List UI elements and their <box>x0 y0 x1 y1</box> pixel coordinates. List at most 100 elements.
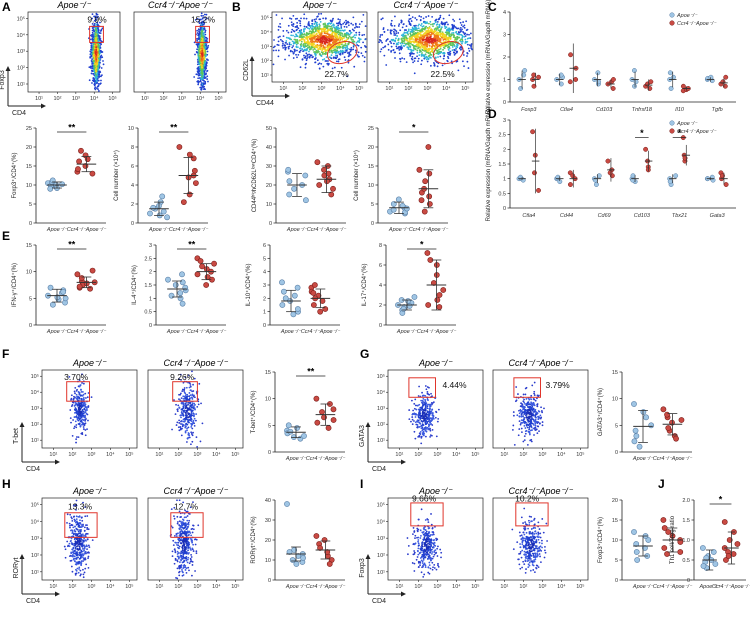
data-point <box>316 182 323 188</box>
event-dot <box>446 55 449 58</box>
event-dot <box>292 52 295 55</box>
event-dot <box>423 44 425 46</box>
event-dot <box>91 17 94 20</box>
event-dot <box>75 416 78 419</box>
event-dot <box>443 35 446 38</box>
event-dot <box>357 51 360 54</box>
data-point <box>192 180 199 186</box>
event-dot <box>202 63 205 66</box>
event-dot <box>335 35 337 38</box>
data-point <box>440 287 447 293</box>
event-dot <box>444 31 447 34</box>
event-dot <box>334 40 337 42</box>
event-dot <box>468 33 470 36</box>
event-dot <box>198 21 201 24</box>
y-tick-label: 10³ <box>17 49 25 55</box>
event-dot <box>95 80 98 82</box>
event-dot <box>358 39 361 42</box>
event-dot <box>395 45 398 48</box>
y-arrowhead <box>249 56 255 61</box>
event-dot <box>197 61 199 63</box>
event-dot <box>298 19 301 22</box>
x-tick-label: Apoe⁻/⁻ <box>148 227 170 233</box>
x-tick-label: 10³ <box>317 86 325 92</box>
event-dot <box>99 61 101 64</box>
event-dot <box>412 52 415 55</box>
data-point <box>176 144 183 150</box>
event-dot <box>296 56 298 59</box>
event-dot <box>202 35 204 38</box>
event-dot <box>316 21 318 24</box>
event-dot <box>439 35 442 38</box>
event-dot <box>206 50 209 53</box>
event-dot <box>92 28 95 31</box>
event-dot <box>77 416 80 419</box>
event-dot <box>323 48 326 51</box>
event-dot <box>204 61 207 64</box>
event-dot <box>321 58 324 61</box>
event-dot <box>73 412 76 414</box>
event-dot <box>339 34 342 37</box>
event-dot <box>315 49 318 52</box>
event-dot <box>435 52 438 55</box>
data-point <box>168 292 175 299</box>
event-dot <box>204 29 207 32</box>
x-tick-label: Tbx21 <box>672 213 687 219</box>
event-dot <box>431 29 433 32</box>
dotplot-B1: 01020304050CD44ʰⁱᵍhCD62LˡᵒʷCD4⁺(%)Apoe⁻/… <box>250 126 347 233</box>
event-dot <box>97 54 99 56</box>
event-dot <box>403 29 406 31</box>
event-dot <box>387 43 390 46</box>
event-dot <box>81 423 84 426</box>
event-dot <box>405 36 407 39</box>
event-dot <box>321 47 324 50</box>
event-dot <box>467 67 470 69</box>
event-dot <box>199 80 202 83</box>
event-dot <box>439 47 442 50</box>
event-dot <box>319 21 322 23</box>
event-dot <box>333 24 335 27</box>
event-dot <box>462 31 465 34</box>
event-dot <box>402 23 405 26</box>
event-dot <box>431 48 433 51</box>
event-dot <box>390 32 392 35</box>
event-dot <box>393 39 396 42</box>
event-dot <box>438 23 441 26</box>
event-dot <box>409 46 412 49</box>
event-dot <box>339 18 341 21</box>
event-dot <box>437 56 439 58</box>
y-tick-label: 2 <box>503 147 506 153</box>
event-dot <box>335 39 338 42</box>
event-dot <box>96 85 99 88</box>
event-dot <box>335 31 338 33</box>
event-dot <box>306 56 309 58</box>
event-dot <box>98 75 101 78</box>
event-dot <box>90 54 93 57</box>
x-tick-label: Gata3 <box>710 213 726 219</box>
event-dot <box>449 50 452 53</box>
event-dot <box>431 23 434 26</box>
data-point <box>59 181 66 188</box>
event-dot <box>411 40 414 43</box>
x-tick-label: 10² <box>404 86 412 92</box>
event-dot <box>457 69 460 72</box>
event-dot <box>421 48 424 51</box>
event-dot <box>91 79 94 82</box>
legend-marker <box>669 128 675 134</box>
event-dot <box>332 46 335 49</box>
event-dot <box>393 32 396 35</box>
x-tick-label: Ccr4⁻/⁻Apoe⁻/⁻ <box>301 329 341 335</box>
event-dot <box>296 17 298 20</box>
panel-label-B: B <box>232 0 241 14</box>
data-point <box>294 284 301 291</box>
event-dot <box>324 42 327 45</box>
event-dot <box>326 38 328 41</box>
event-dot <box>381 17 384 20</box>
event-dot <box>203 27 205 30</box>
event-dot <box>447 38 450 41</box>
event-dot <box>296 38 298 41</box>
event-dot <box>390 19 393 22</box>
event-dot <box>308 30 311 33</box>
data-point <box>671 74 676 80</box>
event-dot <box>417 60 419 63</box>
